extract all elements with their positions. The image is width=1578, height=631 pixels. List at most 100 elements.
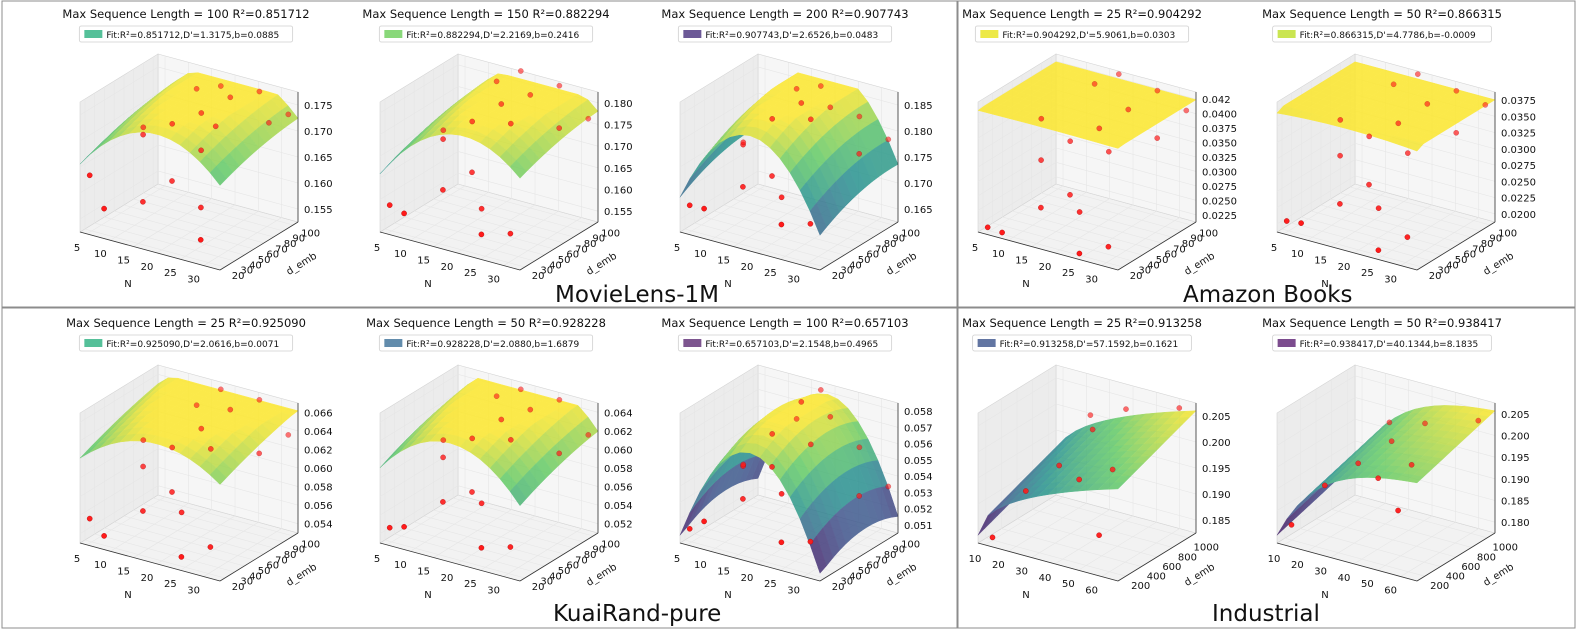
legend-box	[78, 334, 294, 352]
z-gridline	[977, 176, 1197, 226]
z-tick-label: 0.0250	[1202, 196, 1237, 207]
data-point	[207, 446, 214, 452]
fit-surface	[79, 377, 299, 485]
z-tick-label: 0.170	[304, 127, 333, 138]
z-gridline	[79, 170, 299, 220]
data-point	[999, 229, 1005, 236]
data-point	[1116, 71, 1122, 77]
z-tick-label: 0.155	[304, 205, 333, 216]
subplot-8: Max Sequence Length = 100 R²=0.657103 Fit…	[661, 316, 932, 601]
legend-swatch	[683, 30, 702, 38]
y-gridline	[982, 99, 1123, 268]
data-point	[1337, 201, 1343, 207]
z-gridline	[79, 485, 299, 534]
y-tick-label: 50	[858, 566, 871, 577]
surface-facet	[209, 165, 227, 186]
legend-label: Fit:R²=0.938417,D'=40.1344,b=8.1835	[1300, 340, 1479, 350]
data-point	[440, 454, 446, 461]
y-gridline	[704, 87, 845, 256]
surface-facet	[509, 159, 527, 179]
subplot-7: Max Sequence Length = 50 R²=0.928228 Fit:…	[366, 316, 633, 601]
legend-swatch	[84, 339, 103, 347]
data-point	[1422, 420, 1428, 427]
surface-facet	[509, 483, 527, 507]
y-axis-title: d_emb	[885, 251, 919, 278]
z-gridline	[79, 448, 299, 497]
data-point	[1106, 148, 1112, 155]
surface-facet	[209, 467, 227, 485]
subplot-3: Max Sequence Length = 200 R²=0.907743 Fit…	[661, 7, 932, 290]
x-tick-label: 60	[1085, 586, 1098, 597]
y-tick-label: 80	[1182, 239, 1195, 250]
y-gridline	[1315, 389, 1457, 558]
y-gridline	[713, 81, 855, 250]
data-point	[984, 224, 991, 231]
y-tick-label: 30	[240, 266, 253, 277]
y-gridline	[992, 93, 1133, 262]
x-axis-title: N	[424, 590, 431, 601]
y-gridline	[423, 75, 564, 244]
x-gridline	[1400, 398, 1479, 577]
y-tick-label: 60	[866, 250, 879, 261]
data-point	[701, 205, 707, 212]
z-gridline	[977, 133, 1197, 182]
y-gridline	[1291, 93, 1432, 262]
data-point	[256, 396, 263, 403]
z-tick-label: 0.0200	[1501, 210, 1536, 221]
fit-surface	[679, 72, 899, 236]
data-point	[1395, 120, 1402, 127]
z-tick-label: 0.066	[304, 408, 333, 419]
data-point	[527, 92, 534, 98]
y-gridline	[113, 81, 255, 250]
y-tick-label: 20	[232, 582, 245, 593]
z-gridline	[379, 151, 599, 200]
y-tick-label: 50	[558, 566, 571, 577]
x-tick-label: 15	[417, 567, 430, 578]
data-point	[193, 402, 200, 409]
data-point	[856, 113, 863, 120]
y-tick-label: 80	[1481, 239, 1494, 250]
x-tick-label: 20	[1291, 560, 1304, 571]
x-tick-label: 10	[394, 560, 407, 571]
data-point	[518, 386, 524, 393]
y-tick-label: 90	[592, 545, 605, 556]
z-tick-label: 0.058	[904, 407, 933, 418]
z-gridline	[1276, 483, 1496, 533]
x-gridline	[686, 366, 766, 546]
z-tick-label: 0.170	[604, 142, 633, 153]
x-tick-label: 30	[487, 275, 500, 286]
legend-box	[78, 25, 294, 43]
y-gridline	[704, 398, 845, 567]
y-gridline	[1331, 379, 1472, 548]
y-axis-line	[1117, 532, 1197, 582]
x-gridline	[1101, 87, 1180, 266]
z-tick-label: 0.0325	[1501, 129, 1536, 140]
data-point	[469, 489, 475, 495]
data-point	[440, 187, 446, 193]
plot-title: Max Sequence Length = 50 R²=0.938417	[1262, 316, 1502, 330]
y-gridline	[452, 57, 594, 226]
z-tick-label: 0.195	[1202, 464, 1231, 475]
y-gridline	[694, 93, 835, 262]
y-gridline	[94, 93, 235, 262]
y-tick-label: 20	[1429, 271, 1442, 282]
x-axis-title: N	[424, 279, 431, 290]
data-point	[1337, 152, 1343, 159]
data-point	[1366, 133, 1372, 140]
data-point	[798, 100, 805, 106]
data-point	[1038, 204, 1044, 211]
plot-title: Max Sequence Length = 100 R²=0.851712	[62, 7, 309, 21]
data-point	[469, 435, 476, 442]
x-tick-label: 20	[441, 262, 454, 273]
y-tick-label: 100	[601, 228, 620, 239]
data-point	[885, 136, 892, 143]
x-tick-label: 20	[741, 573, 754, 584]
data-point	[197, 236, 204, 243]
z-tick-label: 0.180	[1501, 518, 1530, 529]
y-tick-label: 100	[901, 539, 920, 550]
z-gridline	[1276, 159, 1496, 208]
data-point	[556, 396, 563, 403]
data-point	[1388, 438, 1395, 445]
x-tick-label: 30	[187, 586, 200, 597]
x-axis-line	[379, 231, 521, 271]
